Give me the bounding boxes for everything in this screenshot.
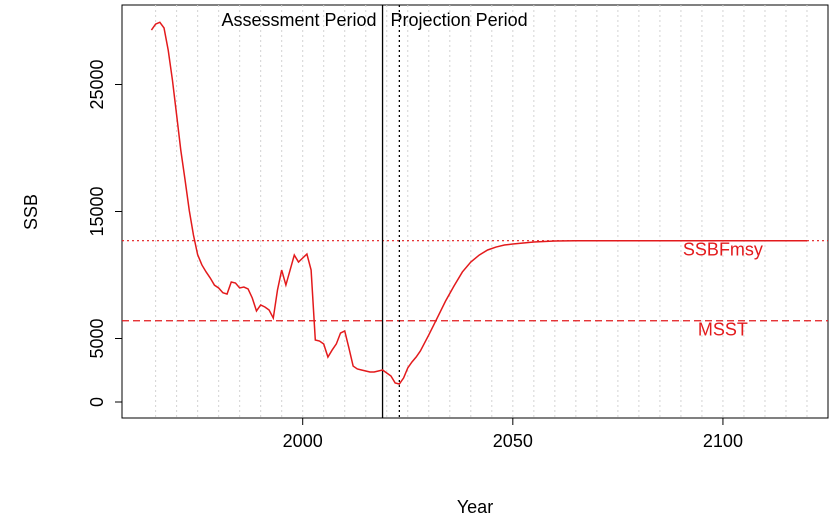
y-tick-label: 15000 [87,186,107,236]
y-tick-label: 5000 [87,318,107,358]
x-tick-label: 2050 [493,431,533,451]
y-axis-label: SSB [21,194,41,230]
x-axis-label: Year [457,497,493,517]
reference-label: SSBFmsy [683,239,763,259]
reference-label: MSST [698,319,748,339]
period-label: Assessment Period [221,10,376,30]
y-tick-label: 0 [87,397,107,407]
y-tick-label: 25000 [87,59,107,109]
data-line [150,21,807,385]
plot-frame [121,4,829,419]
period-label: Projection Period [391,10,528,30]
x-tick-label: 2000 [283,431,323,451]
x-tick-label: 2100 [703,431,743,451]
